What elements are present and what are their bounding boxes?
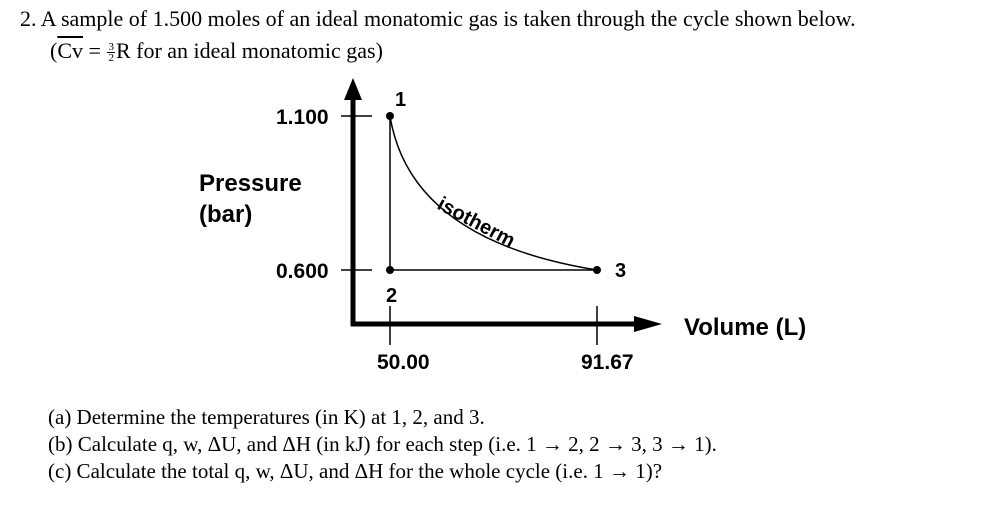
fraction-denominator: 2 <box>108 52 114 65</box>
y-axis-arrowhead <box>344 78 362 100</box>
problem-statement: 2. A sample of 1.500 moles of an ideal m… <box>20 6 856 32</box>
problem-number: 2. <box>20 6 37 31</box>
point-1-label: 1 <box>395 89 406 111</box>
point-2 <box>386 266 394 274</box>
x-axis-arrowhead <box>634 316 662 332</box>
isotherm-label: isotherm <box>434 193 519 252</box>
y-tick-label-0600: 0.600 <box>276 260 329 283</box>
y-axis-label-line2: (bar) <box>199 201 252 228</box>
cv-equals: = <box>83 38 107 63</box>
x-tick-label-9167: 91.67 <box>581 351 634 374</box>
question-b: (b) Calculate q, w, ΔU, and ΔH (in kJ) f… <box>48 432 717 456</box>
y-axis-label-line1: Pressure <box>199 170 302 197</box>
isotherm-curve <box>389 115 598 271</box>
x-tick-label-5000: 50.00 <box>377 351 430 374</box>
point-2-label: 2 <box>386 285 397 307</box>
point-3-label: 3 <box>615 260 626 282</box>
cv-note-open: ( <box>50 38 58 63</box>
point-1 <box>386 112 394 120</box>
problem-text: A sample of 1.500 moles of an ideal mona… <box>40 6 856 31</box>
x-axis-label: Volume (L) <box>684 314 806 341</box>
fraction-numerator: 3 <box>107 41 115 54</box>
question-a: (a) Determine the temperatures (in K) at… <box>48 405 485 429</box>
cv-symbol: Cv <box>57 38 84 63</box>
cv-note-rest: R for an ideal monatomic gas) <box>115 38 383 63</box>
point-3 <box>593 266 601 274</box>
question-c: (c) Calculate the total q, w, ΔU, and ΔH… <box>48 459 663 483</box>
y-tick-label-1100: 1.100 <box>276 106 329 129</box>
